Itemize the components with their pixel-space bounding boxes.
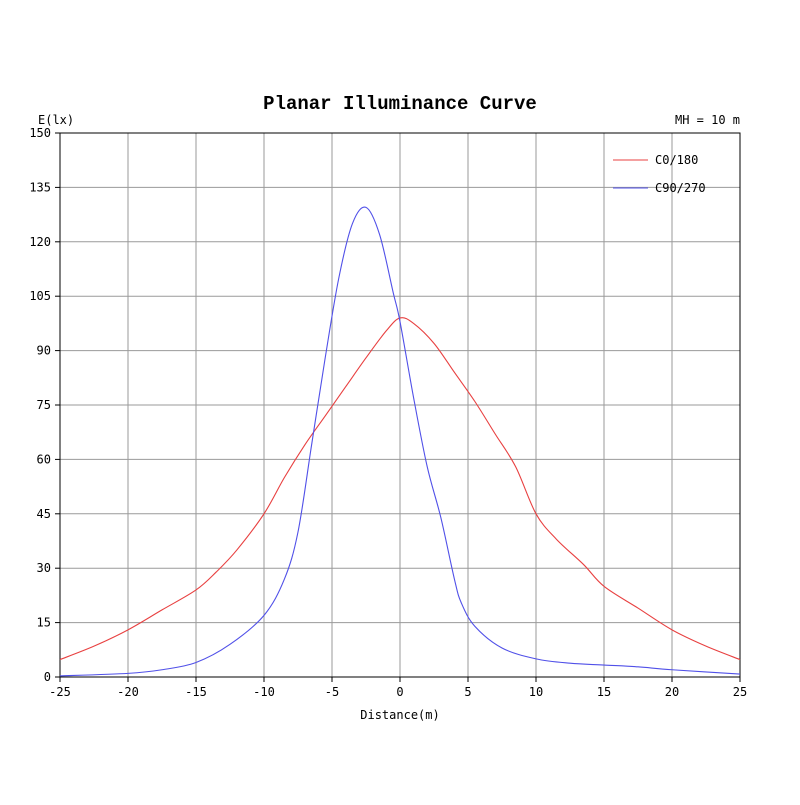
y-tick-label: 75 [37, 398, 51, 412]
y-tick-label: 135 [29, 180, 51, 194]
y-tick-label: 105 [29, 289, 51, 303]
series-line-2 [59, 206, 741, 677]
series-line-1 [59, 317, 741, 661]
x-tick-label: 5 [464, 685, 471, 699]
x-tick-label: 20 [665, 685, 679, 699]
grid-layer [60, 133, 740, 677]
y-tick-label: 15 [37, 616, 51, 630]
legend-label: C0/180 [655, 153, 698, 167]
x-axis-label: Distance(m) [360, 708, 439, 722]
series-layer [59, 206, 741, 677]
y-tick-label: 150 [29, 126, 51, 140]
x-tick-label: -15 [185, 685, 207, 699]
x-tick-label: 25 [733, 685, 747, 699]
y-tick-label: 60 [37, 452, 51, 466]
x-tick-label: 10 [529, 685, 543, 699]
y-tick-label: 90 [37, 344, 51, 358]
x-tick-label: -20 [117, 685, 139, 699]
chart-title: Planar Illuminance Curve [263, 93, 537, 115]
y-tick-labels: 0 15 30 45 60 75 90 105 120 135 150 [29, 126, 60, 684]
x-tick-label: 15 [597, 685, 611, 699]
legend: C0/180 C90/270 [613, 153, 706, 195]
y-tick-label: 120 [29, 235, 51, 249]
y-tick-label: 0 [44, 670, 51, 684]
x-tick-label: -25 [49, 685, 71, 699]
x-tick-label: -10 [253, 685, 275, 699]
y-tick-label: 30 [37, 561, 51, 575]
x-tick-label: -5 [325, 685, 339, 699]
x-tick-labels: -25 -20 -15 -10 -5 0 5 10 15 20 25 [49, 677, 747, 699]
legend-label: C90/270 [655, 181, 706, 195]
y-axis-label: E(lx) [38, 113, 74, 127]
y-tick-label: 45 [37, 507, 51, 521]
x-tick-label: 0 [396, 685, 403, 699]
mounting-height-annotation: MH = 10 m [675, 113, 740, 127]
